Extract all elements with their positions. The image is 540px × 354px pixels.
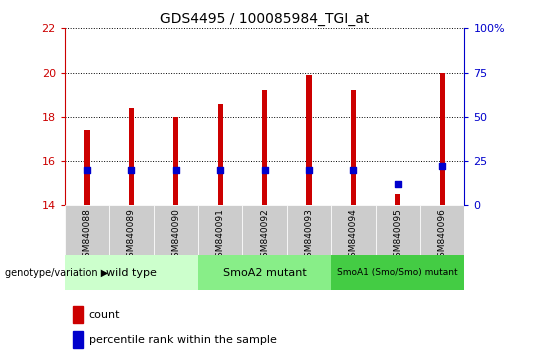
Text: percentile rank within the sample: percentile rank within the sample — [89, 335, 276, 344]
Point — [260, 167, 269, 173]
Point — [172, 167, 180, 173]
Bar — [129, 108, 134, 205]
Text: GSM840089: GSM840089 — [127, 208, 136, 263]
Bar — [287, 205, 331, 255]
Text: wild type: wild type — [106, 268, 157, 278]
Bar — [218, 103, 223, 205]
Text: GSM840091: GSM840091 — [215, 208, 225, 263]
Point — [349, 167, 357, 173]
Bar — [173, 117, 178, 205]
Point — [127, 167, 136, 173]
Bar — [440, 73, 445, 205]
Text: GSM840088: GSM840088 — [83, 208, 91, 263]
Point — [305, 167, 313, 173]
Bar — [376, 205, 420, 255]
Bar — [73, 306, 83, 323]
Bar — [331, 205, 376, 255]
Text: GSM840090: GSM840090 — [171, 208, 180, 263]
Text: genotype/variation ▶: genotype/variation ▶ — [5, 268, 109, 278]
Bar — [242, 205, 287, 255]
Bar — [306, 75, 312, 205]
Bar — [153, 205, 198, 255]
Title: GDS4495 / 100085984_TGI_at: GDS4495 / 100085984_TGI_at — [160, 12, 369, 26]
Bar — [331, 255, 464, 290]
Text: SmoA1 (Smo/Smo) mutant: SmoA1 (Smo/Smo) mutant — [338, 268, 458, 277]
Point — [394, 181, 402, 187]
Text: SmoA2 mutant: SmoA2 mutant — [222, 268, 307, 278]
Bar — [198, 255, 331, 290]
Bar — [198, 205, 242, 255]
Bar — [109, 205, 153, 255]
Text: GSM840092: GSM840092 — [260, 208, 269, 263]
Bar — [395, 194, 401, 205]
Point — [83, 167, 91, 173]
Point — [216, 167, 225, 173]
Text: count: count — [89, 310, 120, 320]
Text: GSM840095: GSM840095 — [393, 208, 402, 263]
Text: GSM840096: GSM840096 — [438, 208, 447, 263]
Bar — [65, 255, 198, 290]
Bar — [262, 90, 267, 205]
Bar — [84, 130, 90, 205]
Bar — [73, 331, 83, 348]
Point — [438, 164, 447, 169]
Bar — [420, 205, 464, 255]
Text: GSM840093: GSM840093 — [305, 208, 314, 263]
Bar — [65, 205, 109, 255]
Text: GSM840094: GSM840094 — [349, 208, 358, 263]
Bar — [351, 90, 356, 205]
